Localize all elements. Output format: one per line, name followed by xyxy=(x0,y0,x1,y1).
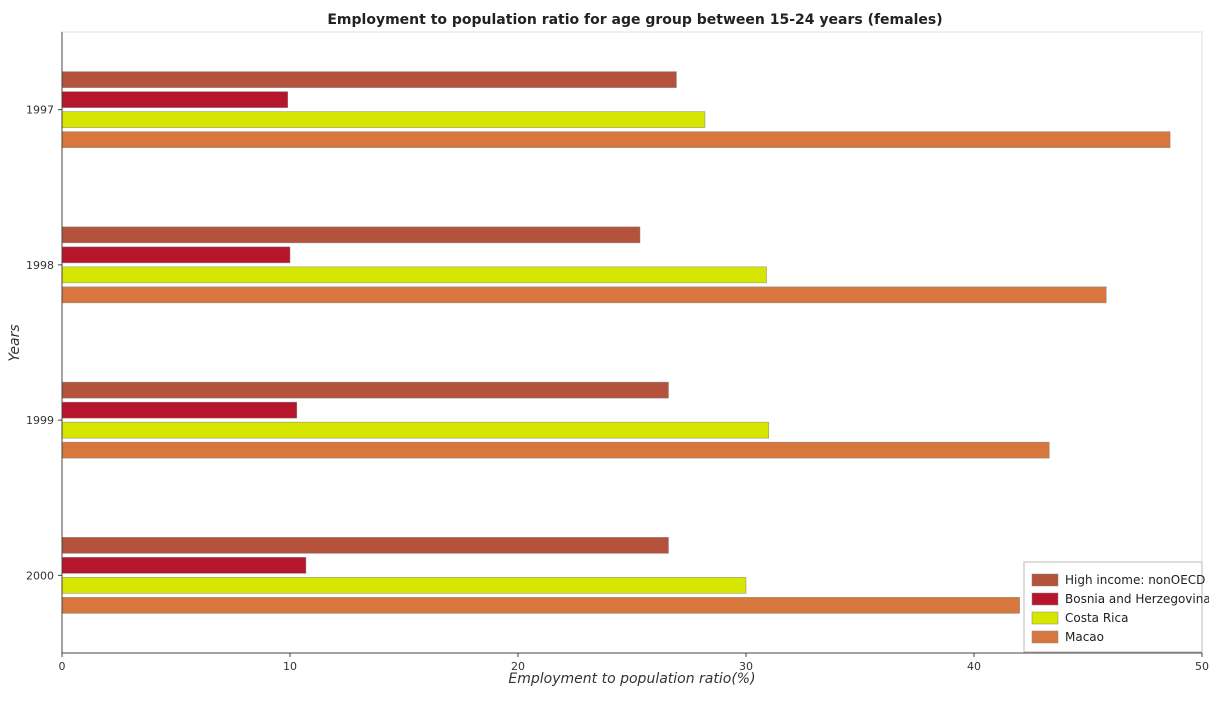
bar-1999-macao xyxy=(62,442,1049,458)
bar-2000-high-income-nonoecd xyxy=(62,537,668,553)
x-tick-label: 40 xyxy=(967,660,981,673)
legend-swatch xyxy=(1032,631,1058,643)
bar-2000-bosnia-and-herzegovina xyxy=(62,557,306,573)
x-tick-label: 0 xyxy=(59,660,66,673)
bar-1997-bosnia-and-herzegovina xyxy=(62,92,288,108)
legend-swatch xyxy=(1032,574,1058,586)
x-tick-label: 50 xyxy=(1195,660,1209,673)
y-tick-label: 1998 xyxy=(26,259,54,272)
bar-1999-costa-rica xyxy=(62,422,769,438)
y-tick-label: 1999 xyxy=(26,414,54,427)
bar-1998-high-income-nonoecd xyxy=(62,227,640,243)
legend-swatch xyxy=(1032,612,1058,624)
legend-label: Costa Rica xyxy=(1065,611,1128,625)
chart-title: Employment to population ratio for age g… xyxy=(327,12,942,28)
y-tick-label: 2000 xyxy=(26,569,54,582)
bar-2000-macao xyxy=(62,597,1020,613)
bar-1997-high-income-nonoecd xyxy=(62,72,676,88)
legend-label: Macao xyxy=(1065,630,1104,644)
y-axis-label: Years xyxy=(7,324,23,361)
bar-1999-high-income-nonoecd xyxy=(62,382,668,398)
y-tick-label: 1997 xyxy=(26,104,54,117)
legend: High income: nonOECD Bosnia and Herzegovi… xyxy=(1024,562,1209,652)
x-tick-label: 10 xyxy=(283,660,297,673)
legend-swatch xyxy=(1032,593,1058,605)
x-axis-label: Employment to population ratio(%) xyxy=(508,671,755,687)
bar-1998-macao xyxy=(62,287,1106,303)
legend-label: Bosnia and Herzegovina xyxy=(1065,592,1209,606)
bar-1998-costa-rica xyxy=(62,267,767,283)
bar-1997-costa-rica xyxy=(62,112,705,128)
bar-1999-bosnia-and-herzegovina xyxy=(62,402,297,418)
y-ticks-group: 1997 1998 1999 2000 xyxy=(26,104,62,583)
bar-2000-costa-rica xyxy=(62,577,746,593)
legend-label: High income: nonOECD xyxy=(1065,573,1205,587)
bar-1997-macao xyxy=(62,132,1170,148)
bar-1998-bosnia-and-herzegovina xyxy=(62,247,290,263)
